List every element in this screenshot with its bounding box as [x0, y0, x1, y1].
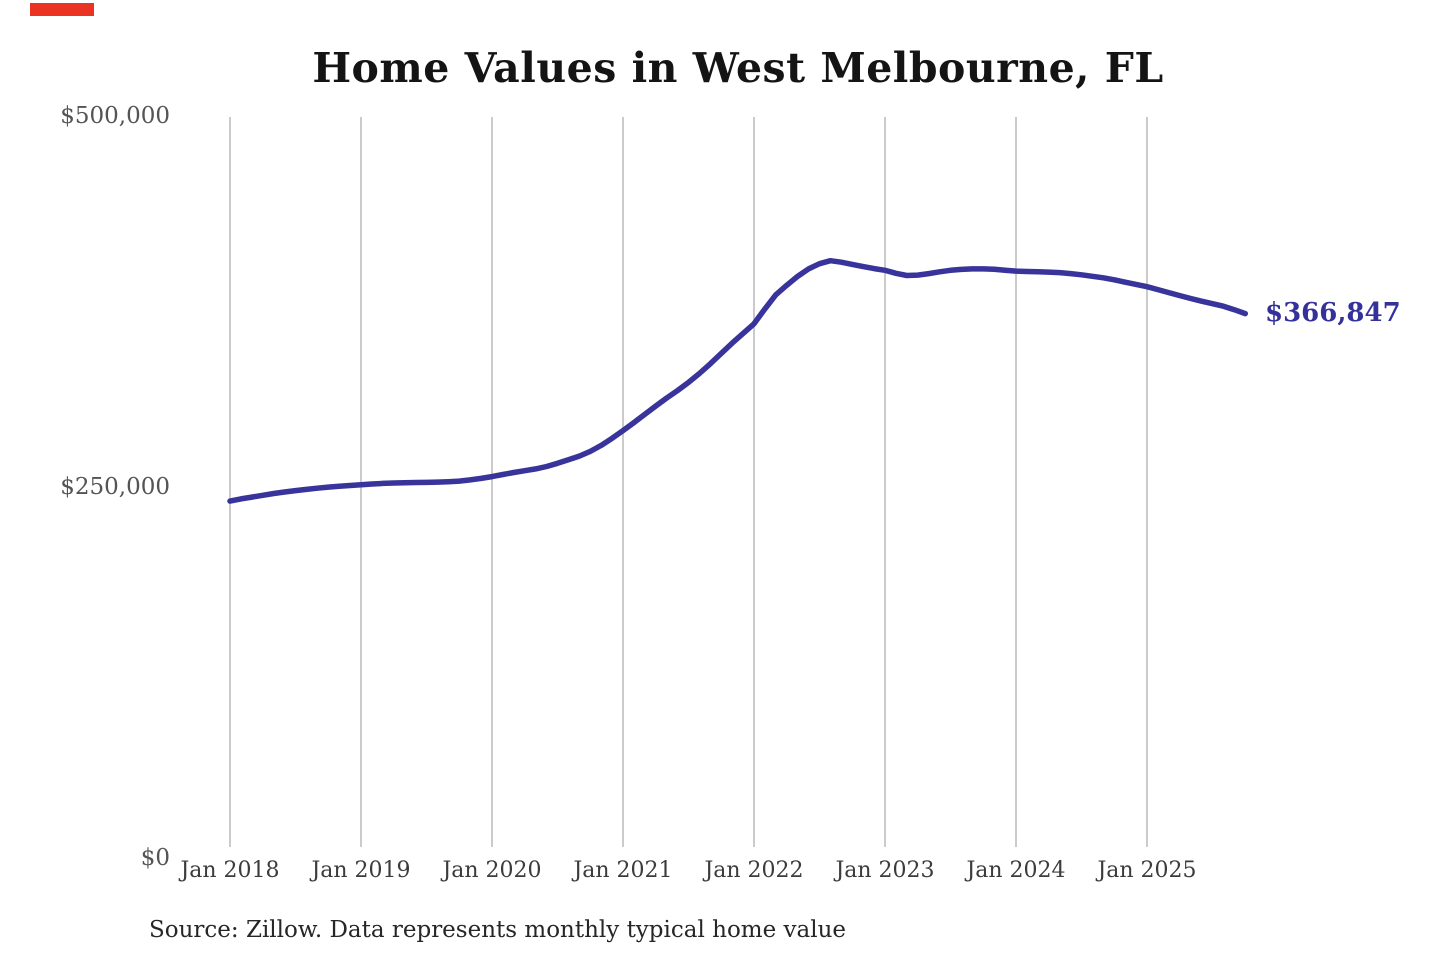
x-axis-tick-label: Jan 2024 — [966, 858, 1066, 883]
x-axis-tick-label: Jan 2023 — [835, 858, 935, 883]
price-line — [227, 257, 1249, 504]
y-axis-tick-label: $250,000 — [60, 474, 170, 500]
chart-title: Home Values in West Melbourne, FL — [312, 44, 1164, 92]
x-axis-tick-label: Jan 2020 — [442, 858, 542, 883]
x-axis-tick-label: Jan 2018 — [180, 858, 280, 883]
x-axis-tick-label: Jan 2022 — [704, 858, 804, 883]
source-note: Source: Zillow. Data represents monthly … — [149, 917, 847, 943]
current-value-label: $366,847 — [1265, 297, 1401, 328]
x-axis-tick-label: Jan 2019 — [311, 858, 411, 883]
x-axis-tick-label: Jan 2021 — [573, 858, 673, 883]
x-axis-tick-label: Jan 2025 — [1097, 858, 1197, 883]
y-axis-tick-label: $0 — [140, 845, 170, 871]
y-axis-tick-label: $500,000 — [60, 103, 170, 129]
corner-red-mark — [30, 3, 94, 16]
